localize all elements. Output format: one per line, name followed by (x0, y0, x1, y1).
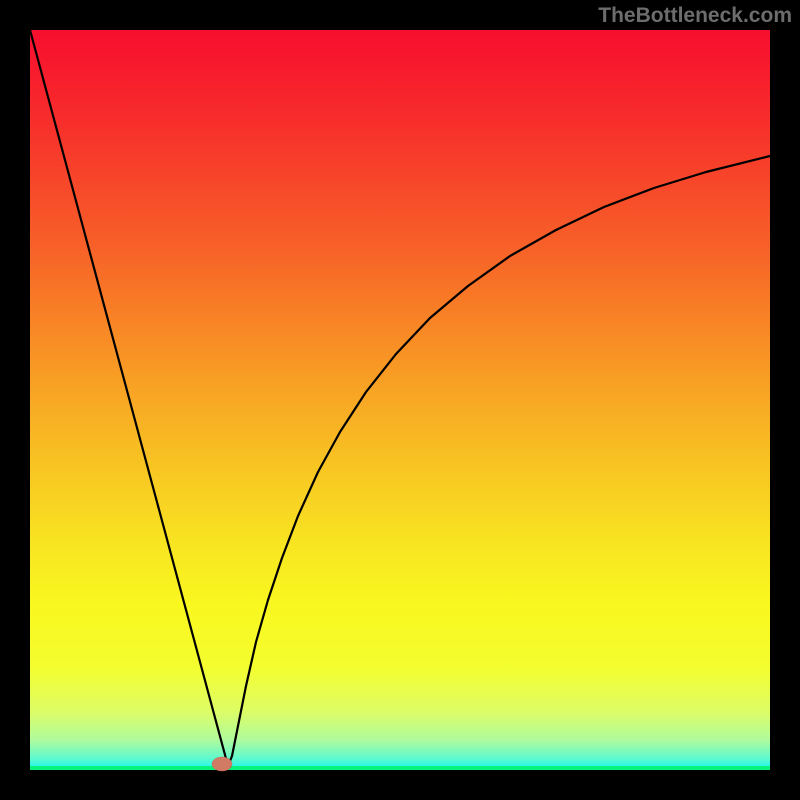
attribution-text: TheBottleneck.com (598, 4, 792, 27)
optimal-point-marker (212, 757, 232, 771)
gradient-plot-area (30, 30, 770, 770)
bottleneck-chart-svg: TheBottleneck.com (0, 0, 800, 800)
bottom-stripe (30, 766, 770, 770)
chart-canvas: TheBottleneck.com (0, 0, 800, 800)
